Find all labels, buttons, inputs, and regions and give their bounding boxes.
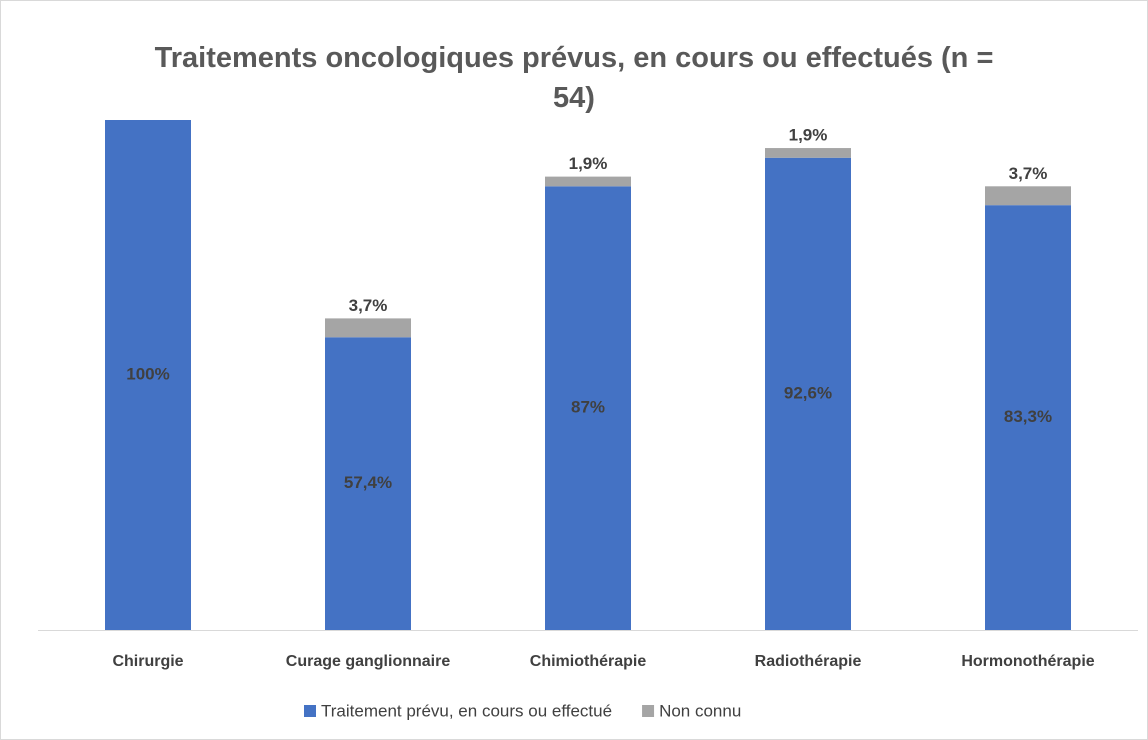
bar-segment [985, 205, 1071, 631]
legend-swatch [304, 705, 316, 717]
data-label: 3,7% [349, 296, 388, 315]
data-label: 87% [571, 398, 605, 417]
data-label: 1,9% [789, 126, 828, 145]
data-label: 92,6% [784, 383, 832, 402]
data-label: 100% [126, 364, 169, 383]
bar-segment [545, 176, 631, 187]
x-tick-label: Hormonothérapie [961, 653, 1094, 670]
bar-segment [545, 186, 631, 631]
x-tick-label: Radiothérapie [755, 653, 862, 670]
chart-title: Traitements oncologiques prévus, en cour… [154, 42, 994, 114]
legend-label: Traitement prévu, en cours ou effectué [321, 701, 612, 720]
x-tick-label: Curage ganglionnaire [286, 653, 451, 670]
bar-segment [985, 186, 1071, 206]
legend-swatch [642, 705, 655, 717]
bar-segment [105, 120, 191, 630]
data-label: 3,7% [1009, 164, 1048, 183]
data-label: 57,4% [344, 473, 392, 492]
x-tick-label: Chirurgie [112, 653, 183, 670]
bar-segment [325, 318, 411, 338]
bar-segment [765, 157, 851, 631]
bar-segment [765, 148, 851, 158]
data-label: 1,9% [569, 154, 608, 173]
legend-label: Non connu [659, 701, 741, 720]
data-label: 83,3% [1004, 407, 1052, 426]
bar-segment [325, 337, 411, 630]
x-tick-label: Chimiothérapie [530, 653, 647, 670]
